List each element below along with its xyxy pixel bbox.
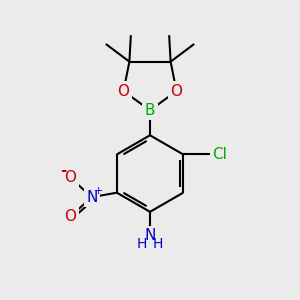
Text: N: N — [144, 228, 156, 243]
Text: O: O — [64, 209, 76, 224]
Text: B: B — [145, 103, 155, 118]
Text: Cl: Cl — [212, 147, 227, 162]
Text: O: O — [170, 84, 182, 99]
Text: H: H — [153, 237, 164, 250]
Text: N: N — [86, 190, 98, 205]
Text: -: - — [60, 163, 66, 178]
Text: H: H — [136, 237, 147, 250]
Text: O: O — [118, 84, 130, 99]
Text: +: + — [94, 186, 103, 196]
Text: O: O — [64, 170, 76, 185]
